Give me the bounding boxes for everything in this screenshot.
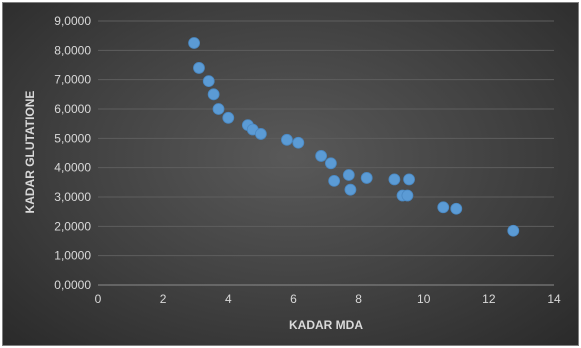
y-tick-label: 2,0000: [54, 219, 91, 233]
scatter-chart: 0,0000 1,0000 2,0000 3,0000 4,0000 5,0000 6,00…: [23, 14, 561, 332]
y-axis-title: KADAR GLUTATIONE: [23, 91, 37, 214]
y-axis-ticks: 0,0000 1,0000 2,0000 3,0000 4,0000 5,0000 6,00…: [54, 14, 91, 292]
data-point: [254, 128, 267, 140]
y-tick-label: 0,0000: [54, 278, 91, 292]
x-tick-label: 10: [417, 292, 431, 306]
y-tick-label: 5,0000: [54, 131, 91, 145]
data-point: [388, 173, 401, 186]
data-point: [324, 157, 337, 170]
y-tick-label: 9,0000: [54, 14, 91, 28]
x-axis-title: KADAR MDA: [289, 318, 363, 332]
data-point: [202, 75, 215, 88]
data-point: [507, 224, 520, 237]
data-point: [342, 169, 355, 181]
y-tick-label: 8,0000: [54, 43, 91, 57]
data-point: [188, 37, 200, 49]
y-tick-label: 6,0000: [54, 102, 91, 116]
data-points: [188, 37, 520, 237]
x-tick-label: 6: [290, 292, 297, 306]
data-point: [328, 174, 341, 187]
x-axis-ticks: 0 2 4 6 8 10 12 14: [95, 292, 561, 306]
x-tick-label: 4: [225, 292, 232, 306]
data-point: [207, 88, 220, 101]
x-tick-label: 0: [95, 292, 102, 306]
y-tick-label: 1,0000: [54, 249, 91, 263]
data-point: [292, 136, 305, 149]
x-tick-label: 12: [482, 292, 496, 306]
data-point: [222, 111, 235, 124]
y-tick-label: 7,0000: [54, 73, 91, 87]
y-tick-label: 4,0000: [54, 161, 91, 175]
data-point: [315, 150, 328, 162]
data-point: [281, 133, 293, 146]
gridlines: [98, 20, 554, 286]
data-point: [450, 202, 463, 215]
data-point: [344, 183, 357, 196]
y-tick-label: 3,0000: [54, 190, 91, 204]
x-tick-label: 2: [160, 292, 167, 306]
data-point: [403, 173, 415, 186]
data-point: [212, 103, 225, 115]
data-point: [401, 189, 414, 202]
x-tick-label: 8: [355, 292, 362, 306]
data-point: [437, 201, 450, 214]
data-point: [193, 62, 205, 74]
data-point: [360, 172, 373, 184]
x-tick-label: 14: [547, 292, 561, 306]
